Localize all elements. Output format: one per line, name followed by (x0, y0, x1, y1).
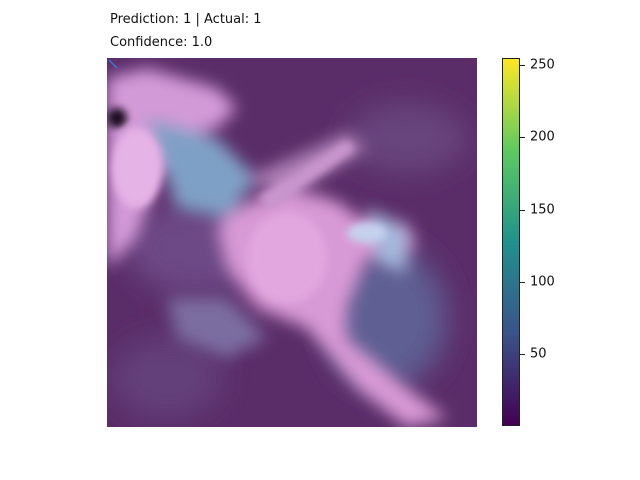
colorbar-tick-label: 150 (530, 202, 555, 218)
colorbar-tick-label: 200 (530, 129, 555, 145)
colorbar-tick-label: 250 (530, 57, 555, 73)
colorbar-tick (520, 353, 525, 355)
figure-title-prediction: Prediction: 1 | Actual: 1 (110, 12, 262, 27)
colorbar-tick (520, 65, 525, 67)
colorbar (502, 58, 520, 426)
figure-title-confidence: Confidence: 1.0 (110, 35, 213, 50)
colorbar-tick-label: 50 (530, 346, 547, 362)
colorbar-tick-label: 100 (530, 274, 555, 290)
colorbar-tick (520, 137, 525, 139)
microscopy-image (107, 58, 477, 427)
colorbar-tick (520, 209, 525, 211)
colorbar-tick (520, 281, 525, 283)
